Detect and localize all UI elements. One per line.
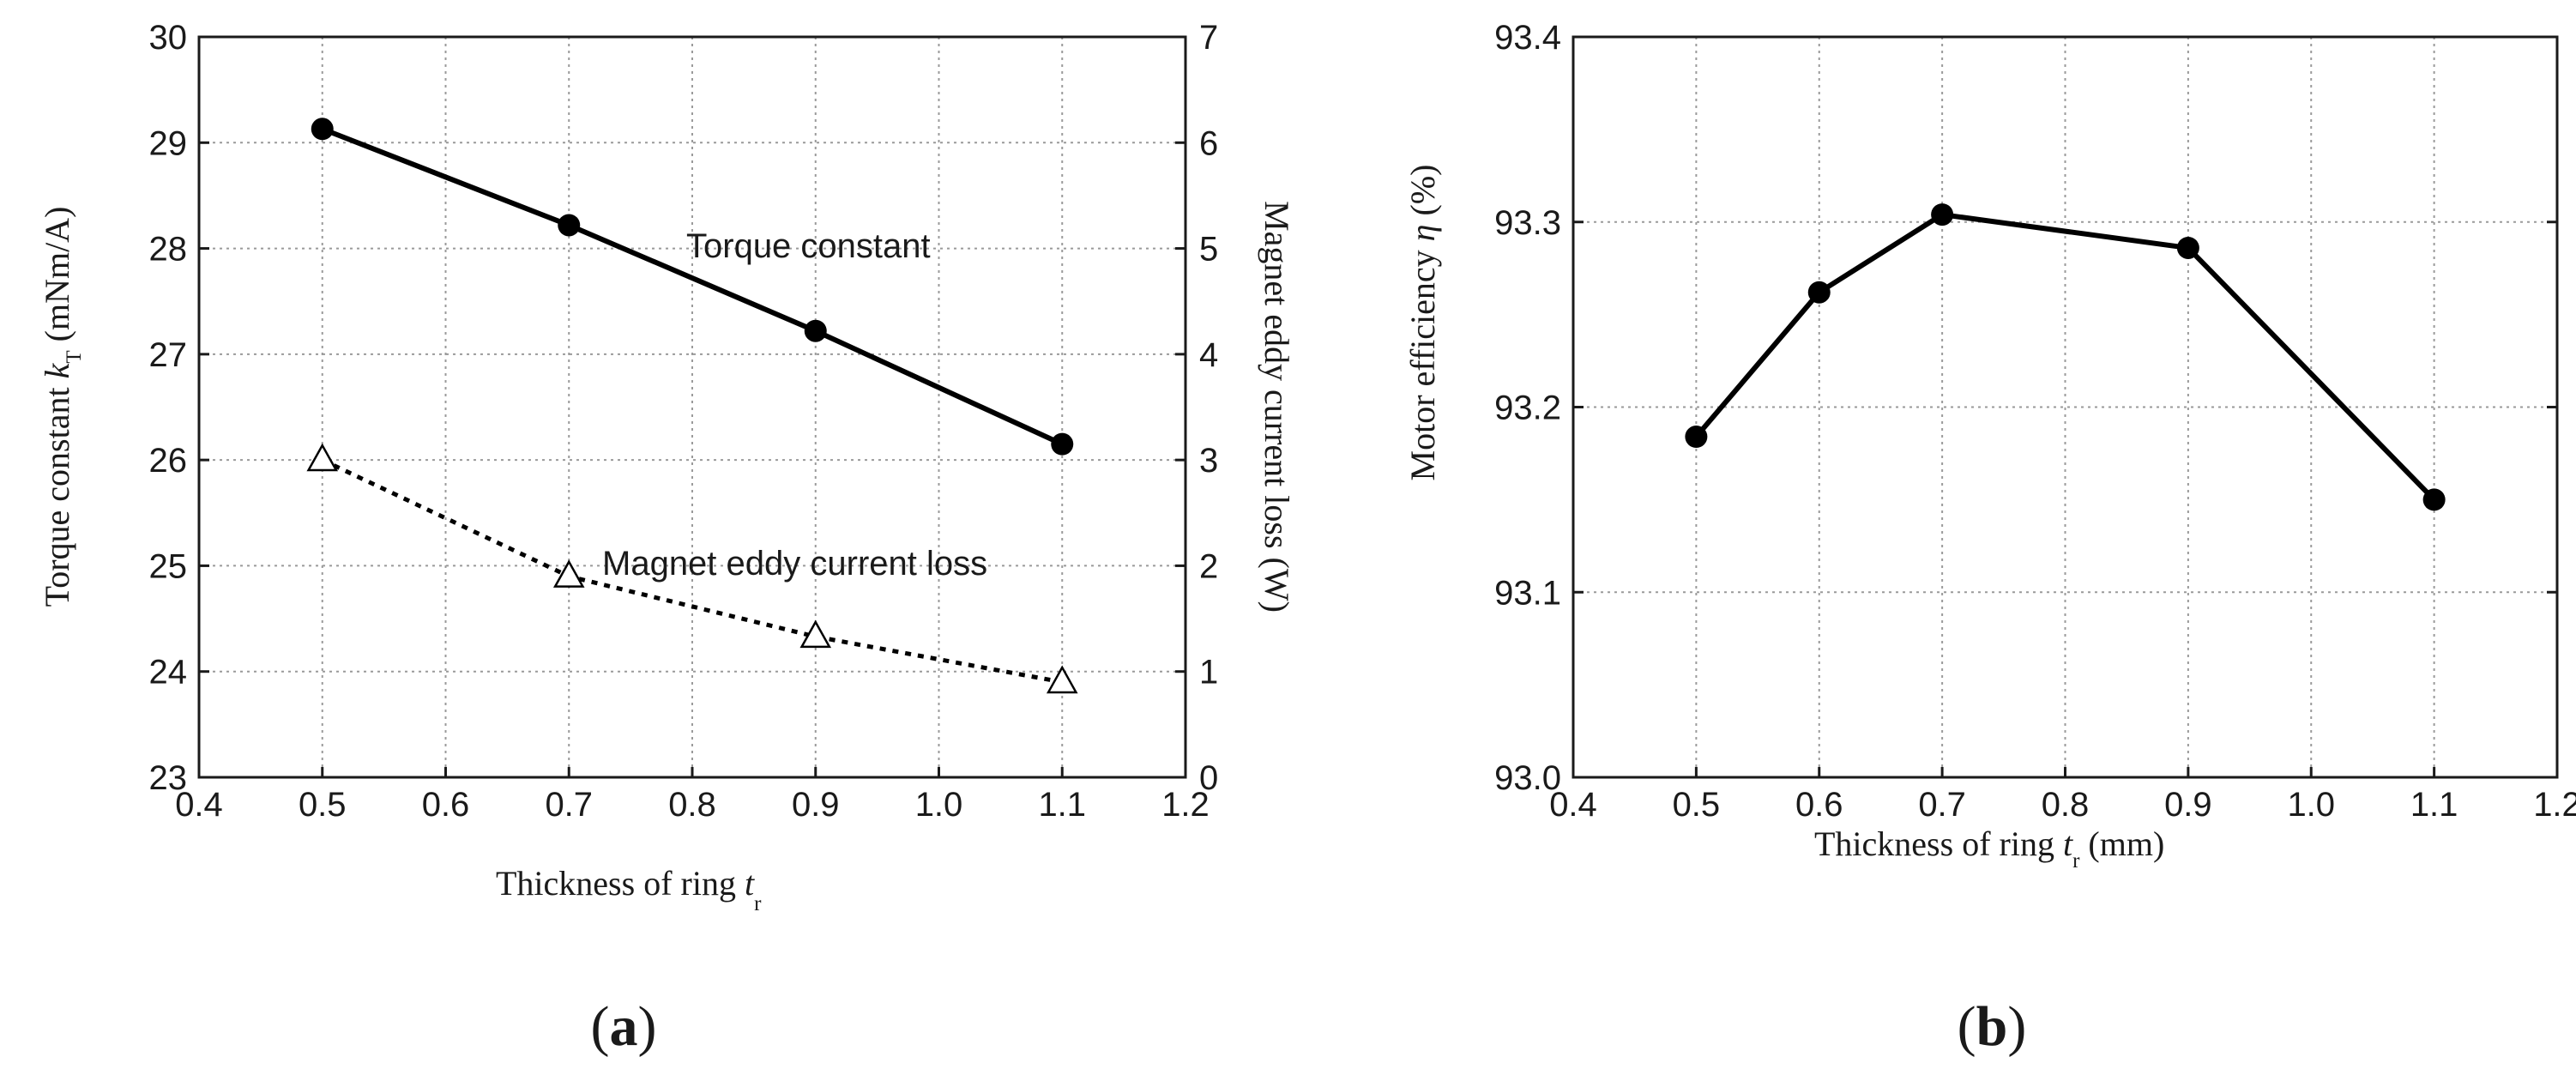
chart-b-y-axis-label-text: Motor efficiency	[1403, 241, 1442, 480]
chart-a-point-magnet-eddy-current-loss	[799, 619, 832, 649]
chart-a-x-tick-label: 1.2	[1161, 786, 1210, 824]
chart-b-x-axis-label-sub: r	[2072, 849, 2080, 873]
chart-b-x-ticks: 0.4 0.5 0.6 0.7 0.8 0.9 1.0 1.1 1.2	[1549, 767, 2576, 824]
chart-a-y-tick-label: 29	[149, 124, 188, 162]
chart-a-series-line-magnet-eddy-current-loss	[321, 457, 1063, 685]
chart-b-x-tick-label: 1.0	[2287, 786, 2335, 824]
chart-b-x-tick-label: 0.9	[2164, 786, 2212, 824]
chart-a-y-axis-label: Torque constant kT (mNm/A)	[38, 207, 86, 607]
chart-b-y-tick-label: 93.0	[1494, 759, 1561, 797]
chart-a-x-ticks: 0.4 0.5 0.6 0.7 0.8 0.9 1.0 1.1 1.2	[175, 767, 1210, 824]
chart-a-y-ticks: 23 24 25 26 27 28 29 30	[149, 19, 209, 797]
chart-a-point-magnet-eddy-current-loss	[306, 443, 339, 472]
chart-a-point-torque-constant	[558, 214, 581, 237]
chart-b-y-tick-label: 93.1	[1494, 574, 1561, 612]
chart-a-y2-ticks: 0 1 2 3 4 5 6 7	[1175, 19, 1218, 797]
chart-a-point-torque-constant	[311, 118, 334, 141]
chart-a-series-label-eddy: Magnet eddy current loss	[602, 545, 987, 583]
chart-a-x-tick-label: 1.0	[915, 786, 963, 824]
chart-b-x-axis-label-var: t	[2063, 824, 2073, 863]
chart-a-panel-label: (a)	[591, 995, 657, 1058]
chart-a-y2-tick-label: 0	[1199, 759, 1218, 797]
chart-b-y-axis-label: Motor efficiency η (%)	[1403, 165, 1442, 481]
chart-b-point-motor-efficiency	[1931, 203, 1954, 226]
chart-a-x-tick-label: 0.9	[792, 786, 840, 824]
chart-a-point-torque-constant	[1051, 432, 1074, 456]
chart-b-point-motor-efficiency	[1685, 426, 1708, 449]
chart-b: 0.4 0.5 0.6 0.7 0.8 0.9 1.0 1.1 1.2 93.0 93.1 93.2…	[1403, 19, 2576, 1058]
chart-a-series-lines	[321, 126, 1064, 685]
chart-b-x-axis-label-unit: (mm)	[2079, 824, 2164, 863]
chart-a-y-axis-label-unit: (mNm/A)	[38, 207, 76, 351]
chart-a: 0.4 0.5 0.6 0.7 0.8 0.9 1.0 1.1 1.2 232425262728…	[38, 19, 1296, 1058]
chart-a-x-axis-label-sub: r	[754, 892, 762, 915]
chart-b-y-tick-label: 93.2	[1494, 390, 1561, 427]
chart-a-markers	[306, 118, 1078, 694]
chart-a-x-tick-label: 0.7	[545, 786, 593, 824]
chart-a-series-line-torque-constant	[321, 126, 1064, 447]
chart-a-point-torque-constant	[804, 319, 827, 342]
chart-a-x-tick-label: 0.8	[668, 786, 716, 824]
chart-a-y-axis-label-var: k	[38, 362, 76, 378]
chart-a-x-axis-label-var: t	[745, 864, 755, 903]
chart-a-x-axis-label: Thickness of ring tr	[496, 864, 762, 915]
chart-b-x-tick-label: 1.2	[2533, 786, 2576, 824]
chart-a-y-axis-label-text: Torque constant	[38, 378, 76, 607]
chart-b-x-axis-label-text: Thickness of ring	[1814, 824, 2063, 863]
chart-a-gridlines	[199, 37, 1185, 777]
chart-a-y2-tick-label: 3	[1199, 442, 1218, 480]
chart-a-point-magnet-eddy-current-loss	[552, 559, 585, 588]
chart-b-x-tick-label: 0.7	[1918, 786, 1966, 824]
chart-a-y-tick-label: 24	[149, 654, 188, 692]
chart-a-x-axis-label-text: Thickness of ring	[496, 864, 745, 903]
chart-b-panel-letter: b	[1976, 995, 2008, 1058]
chart-b-x-tick-label: 0.5	[1673, 786, 1721, 824]
chart-a-y-tick-label: 28	[149, 231, 188, 269]
chart-a-y2-tick-label: 5	[1199, 231, 1218, 269]
chart-a-x-tick-label: 0.5	[299, 786, 347, 824]
chart-b-point-motor-efficiency	[2422, 488, 2446, 511]
chart-a-y2-tick-label: 1	[1199, 654, 1218, 692]
chart-a-y-tick-label: 25	[149, 547, 188, 585]
chart-a-y2-tick-label: 4	[1199, 336, 1218, 374]
chart-b-panel-label: (b)	[1958, 995, 2027, 1058]
chart-a-y2-tick-label: 6	[1199, 124, 1218, 162]
chart-b-y-tick-label: 93.4	[1494, 19, 1561, 57]
chart-a-y-tick-label: 23	[149, 759, 188, 797]
chart-b-markers	[1685, 203, 2446, 511]
chart-a-x-tick-label: 0.6	[422, 786, 470, 824]
chart-a-panel-letter: a	[610, 995, 638, 1058]
chart-a-y-tick-label: 27	[149, 336, 188, 374]
chart-b-point-motor-efficiency	[1807, 281, 1831, 304]
chart-a-series-label-torque: Torque constant	[686, 227, 931, 265]
chart-b-x-axis-label: Thickness of ring tr (mm)	[1814, 824, 2164, 873]
chart-a-y-axis-label-sub: T	[63, 350, 86, 363]
chart-a-x-tick-label: 1.1	[1038, 786, 1086, 824]
chart-a-x-tick-label: 0.4	[175, 786, 223, 824]
chart-b-y-axis-label-unit: (%)	[1403, 165, 1442, 225]
chart-b-y-ticks: 93.0 93.1 93.2 93.3 93.4	[1494, 19, 2557, 797]
chart-a-point-magnet-eddy-current-loss	[1046, 665, 1078, 694]
chart-a-y2-axis-label: Magnet eddy current loss (W)	[1258, 201, 1296, 613]
chart-a-y2-tick-label: 7	[1199, 19, 1218, 57]
chart-a-y2-tick-label: 2	[1199, 547, 1218, 585]
chart-a-y-tick-label: 30	[149, 19, 188, 57]
chart-b-point-motor-efficiency	[2176, 236, 2199, 259]
chart-b-y-axis-label-var: η	[1403, 224, 1442, 241]
chart-b-y-tick-label: 93.3	[1494, 204, 1561, 242]
chart-b-x-tick-label: 1.1	[2410, 786, 2458, 824]
chart-b-x-tick-label: 0.4	[1549, 786, 1597, 824]
chart-a-y-tick-label: 26	[149, 442, 188, 480]
chart-b-x-tick-label: 0.8	[2042, 786, 2090, 824]
chart-b-x-tick-label: 0.6	[1795, 786, 1843, 824]
